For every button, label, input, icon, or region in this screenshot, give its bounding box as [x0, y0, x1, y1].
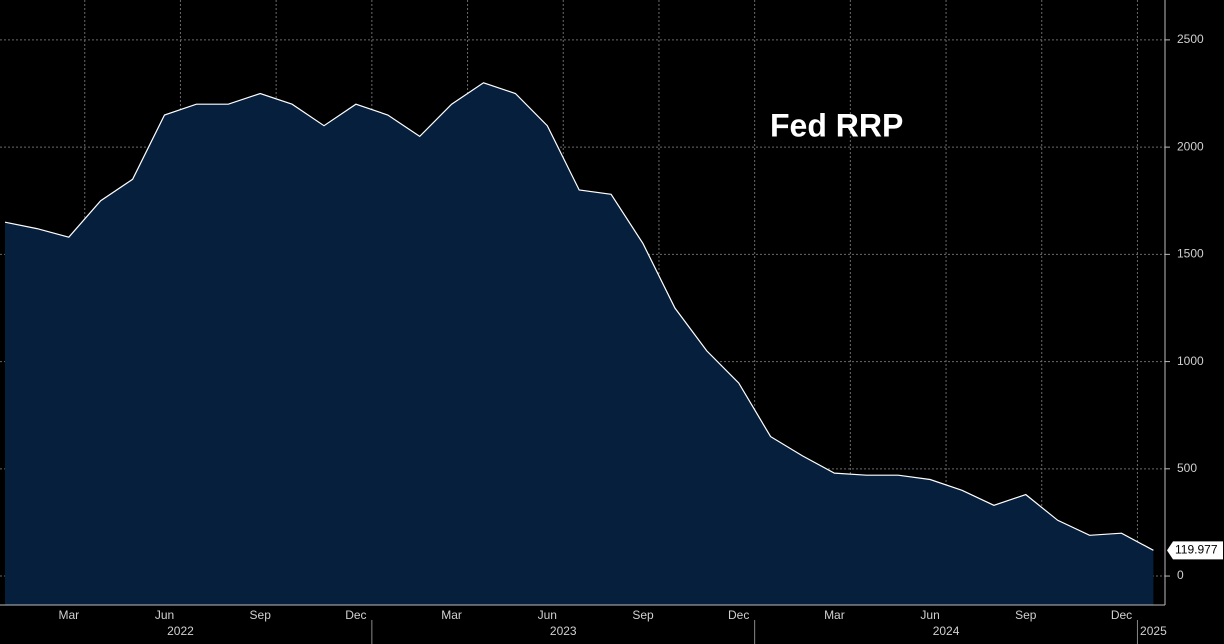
last-value-label: 119.977 [1175, 542, 1218, 556]
x-tick-label: Sep [250, 608, 272, 622]
area [5, 82, 1154, 605]
y-tick-label: 2500 [1177, 32, 1204, 46]
x-tick-label: Sep [632, 608, 654, 622]
y-tick-label: 1000 [1177, 354, 1204, 368]
x-tick-label: Sep [1015, 608, 1037, 622]
year-label: 2024 [933, 624, 960, 638]
x-tick-label: Dec [345, 608, 366, 622]
line [4, 82, 1154, 551]
y-tick-label: 2000 [1177, 139, 1204, 153]
x-tick-label: Mar [441, 608, 462, 622]
year-label: 2023 [550, 624, 577, 638]
x-tick-label: Mar [824, 608, 845, 622]
y-tick-label: 500 [1177, 461, 1197, 475]
x-tick-label: Jun [920, 608, 939, 622]
year-label: 2022 [167, 624, 194, 638]
x-tick-label: Jun [538, 608, 557, 622]
y-tick-label: 0 [1177, 568, 1184, 582]
x-tick-label: Mar [58, 608, 79, 622]
year-label: 2025 [1140, 624, 1167, 638]
x-tick-label: Dec [728, 608, 749, 622]
last-value-box [1167, 541, 1223, 560]
x-tick-label: Jun [155, 608, 174, 622]
y-tick-label: 1500 [1177, 247, 1204, 261]
chart-title: Fed RRP [770, 107, 903, 143]
x-tick-label: Dec [1111, 608, 1132, 622]
